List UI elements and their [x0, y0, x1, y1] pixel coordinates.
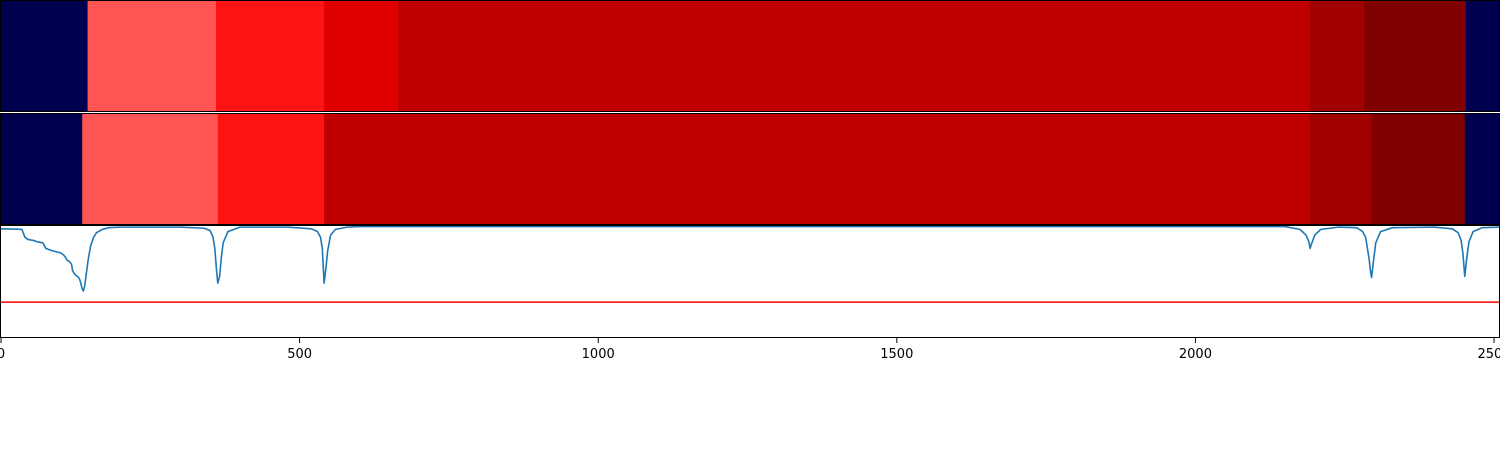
- x-tick-label: 2500: [1477, 347, 1500, 362]
- heatmap-segment: [1372, 114, 1466, 225]
- line-panel-frame: [1, 226, 1500, 338]
- heatmap-segment: [1466, 1, 1500, 112]
- heatmap-segment: [1310, 1, 1365, 112]
- x-tick-label: 2000: [1179, 347, 1212, 362]
- series-line: [1, 227, 1500, 291]
- x-tick-label: 0: [0, 347, 5, 362]
- heatmap-segment: [1, 1, 88, 112]
- heatmap-segment: [398, 1, 1310, 112]
- heatmap-segment: [324, 114, 1310, 225]
- heatmap-segment: [218, 114, 325, 225]
- line-panel: [1, 226, 1500, 338]
- heatmap-segment: [324, 1, 399, 112]
- x-tick-label: 1000: [582, 347, 615, 362]
- heatmap-segment: [82, 114, 218, 225]
- heatmap-segment: [88, 1, 217, 112]
- x-tick-label: 1500: [880, 347, 913, 362]
- x-axis: 0 500 1000 1500 2000 2500: [0, 338, 1500, 362]
- heatmap-bottom: [1, 114, 1500, 226]
- heatmap-segment: [1310, 114, 1372, 225]
- heatmap-top: [1, 1, 1500, 113]
- heatmap-segment: [1364, 1, 1466, 112]
- heatmap-segment: [1, 114, 83, 225]
- heatmap-segment: [1465, 114, 1500, 225]
- x-tick-label: 500: [287, 347, 312, 362]
- heatmap-segment: [216, 1, 325, 112]
